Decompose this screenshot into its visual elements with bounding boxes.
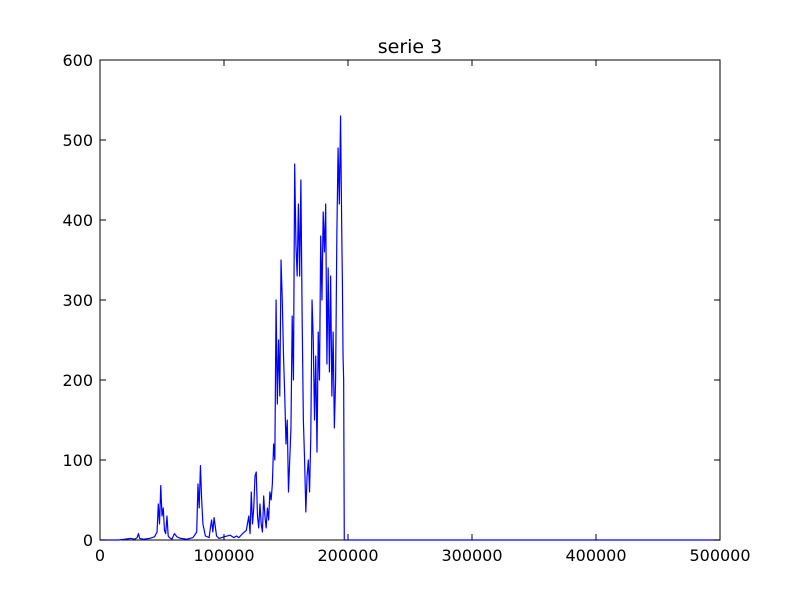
x-tick-label: 100000 — [193, 546, 254, 565]
series-line-0 — [100, 115, 720, 541]
series-layer — [100, 115, 720, 541]
y-tick-label: 0 — [83, 531, 93, 550]
x-tick-label: 500000 — [689, 546, 750, 565]
x-tick-label: 400000 — [565, 546, 626, 565]
y-tick-label: 300 — [62, 291, 93, 310]
x-tick-label: 200000 — [317, 546, 378, 565]
y-tick-label: 100 — [62, 451, 93, 470]
x-tick-label: 300000 — [441, 546, 502, 565]
ticks-layer: 0 100000 200000 300000 400000 500000 0 100 200 30… — [62, 51, 750, 565]
plot-area: 0 100000 200000 300000 400000 500000 0 100 200 30… — [62, 51, 750, 565]
x-tick-label: 0 — [95, 546, 105, 565]
y-tick-label: 400 — [62, 211, 93, 230]
y-tick-label: 600 — [62, 51, 93, 70]
chart-title: serie 3 — [378, 36, 443, 58]
y-tick-label: 500 — [62, 131, 93, 150]
y-tick-label: 200 — [62, 371, 93, 390]
axes-frame — [99, 59, 721, 541]
